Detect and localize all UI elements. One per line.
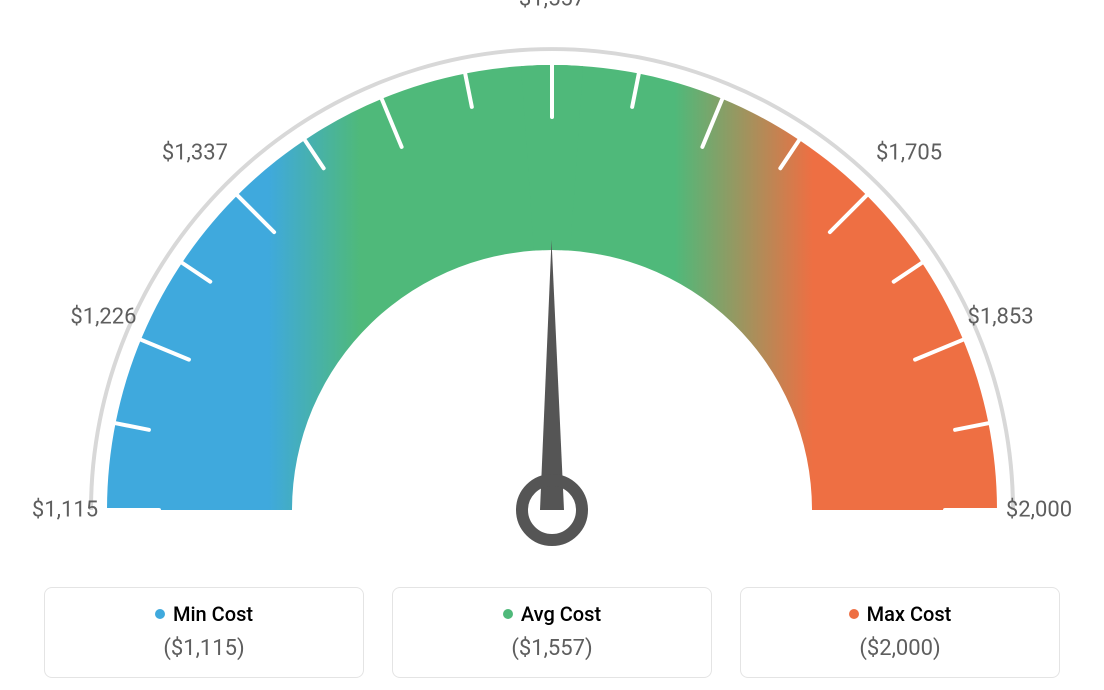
avg-cost-card: Avg Cost ($1,557)	[392, 587, 712, 678]
avg-cost-label: Avg Cost	[521, 602, 601, 626]
max-cost-label: Max Cost	[867, 602, 952, 626]
min-cost-label: Min Cost	[173, 602, 253, 626]
max-cost-card: Max Cost ($2,000)	[740, 587, 1060, 678]
gauge-tick-label: $1,853	[967, 304, 1033, 329]
min-cost-value: ($1,115)	[163, 636, 244, 661]
min-cost-title: Min Cost	[155, 602, 253, 626]
gauge-svg	[0, 0, 1104, 560]
avg-cost-title: Avg Cost	[503, 602, 601, 626]
gauge-tick-label: $1,557	[519, 0, 585, 12]
avg-dot-icon	[503, 609, 513, 619]
legend-row: Min Cost ($1,115) Avg Cost ($1,557) Max …	[0, 587, 1104, 678]
avg-cost-value: ($1,557)	[511, 636, 592, 661]
gauge-tick-label: $1,337	[162, 140, 228, 165]
max-dot-icon	[849, 609, 859, 619]
gauge-tick-label: $1,226	[70, 304, 136, 329]
max-cost-value: ($2,000)	[859, 636, 940, 661]
cost-gauge: $1,115 $1,226 $1,337 $1,557 $1,705 $1,853 $2,0…	[0, 0, 1104, 560]
gauge-tick-label: $2,000	[1006, 498, 1072, 523]
max-cost-title: Max Cost	[849, 602, 952, 626]
min-cost-card: Min Cost ($1,115)	[44, 587, 364, 678]
gauge-tick-label: $1,115	[32, 498, 98, 523]
min-dot-icon	[155, 609, 165, 619]
gauge-tick-label: $1,705	[876, 140, 942, 165]
